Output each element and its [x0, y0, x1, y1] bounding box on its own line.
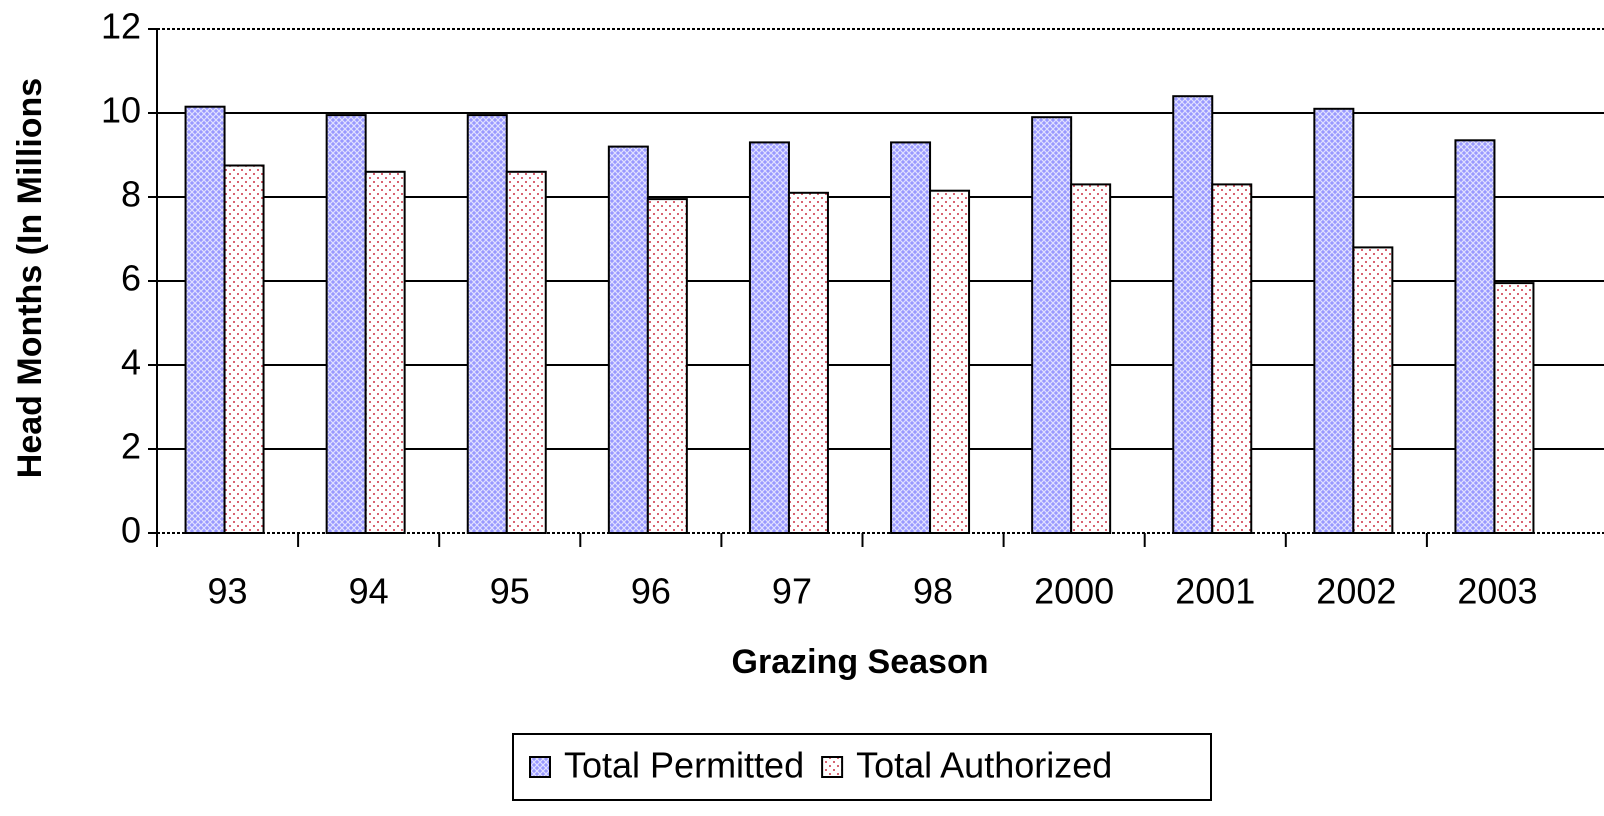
- x-tick-label: 2001: [1175, 571, 1255, 612]
- x-tick-label: 95: [490, 571, 530, 612]
- bar: [787, 191, 829, 535]
- x-tick-label: 97: [772, 571, 812, 612]
- y-tick-label: 4: [121, 342, 141, 383]
- bar: [1454, 139, 1496, 535]
- x-tick-label: 2002: [1316, 571, 1396, 612]
- bar: [607, 145, 649, 534]
- legend-swatch: [821, 756, 844, 778]
- bar: [748, 141, 790, 534]
- bar: [325, 114, 367, 534]
- y-tick-label: 12: [101, 6, 141, 47]
- x-axis-title: Grazing Season: [732, 643, 989, 681]
- bar: [223, 164, 265, 534]
- bar: [1031, 116, 1073, 534]
- x-tick-label: 93: [208, 571, 248, 612]
- bar: [1493, 282, 1535, 534]
- bar: [646, 198, 688, 534]
- legend-label: Total Authorized: [856, 745, 1112, 786]
- y-tick-label: 8: [121, 174, 141, 215]
- bar: [1172, 95, 1214, 534]
- y-tick-label: 6: [121, 258, 141, 299]
- bar: [466, 114, 508, 534]
- bar: [890, 141, 932, 534]
- x-tick-label: 96: [631, 571, 671, 612]
- x-tick-label: 2003: [1457, 571, 1537, 612]
- legend-swatch: [529, 756, 551, 778]
- bar: [1313, 107, 1355, 535]
- bar: [364, 170, 406, 535]
- bar: [1211, 183, 1253, 534]
- bar: [505, 170, 547, 535]
- bar: [929, 189, 971, 534]
- bar: [184, 105, 226, 534]
- legend-label: Total Permitted: [564, 745, 804, 786]
- x-tick-label: 98: [913, 571, 953, 612]
- legend-box: [512, 733, 1212, 801]
- y-axis-title: Head Months (In Millions: [11, 78, 49, 478]
- x-tick-label: 2000: [1034, 571, 1114, 612]
- bar: [1352, 246, 1394, 534]
- y-tick-label: 0: [121, 510, 141, 551]
- y-tick-label: 2: [121, 426, 141, 467]
- bar: [1070, 183, 1112, 534]
- y-tick-label: 10: [101, 90, 141, 131]
- x-tick-label: 94: [349, 571, 389, 612]
